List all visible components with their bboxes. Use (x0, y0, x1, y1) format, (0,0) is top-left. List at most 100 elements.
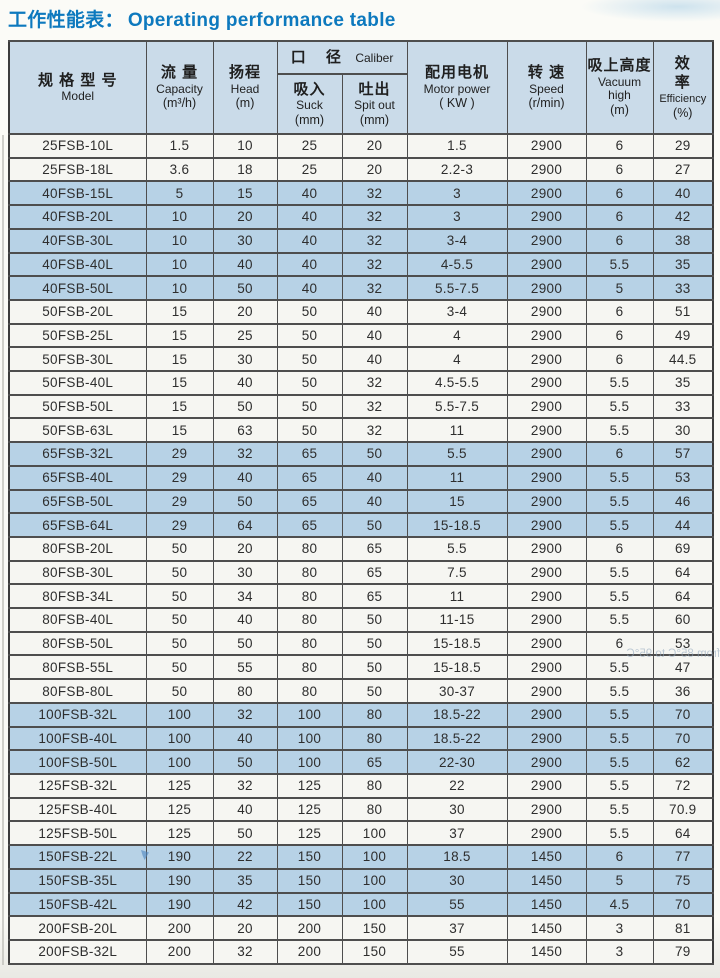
cell-value: 32 (341, 275, 408, 301)
cell-value: 35 (652, 251, 714, 278)
col-header-capacity-en: Capacity (156, 81, 203, 96)
cell-value: 5.5 (585, 417, 654, 444)
cell-value: 6 (585, 156, 654, 183)
cell-value: 100 (145, 701, 214, 728)
col-header-speed: 转 速 Speed (r/min) (506, 40, 587, 135)
cell-value: 29 (145, 441, 214, 467)
table-row: 40FSB-15L 5 15 40 32 3 2900 6 40 (8, 180, 714, 207)
table-row: 125FSB-40L 125 40 125 80 30 2900 5.5 70.9 (8, 796, 714, 823)
cell-value: 40 (276, 275, 343, 301)
cell-value: 2900 (506, 607, 587, 633)
performance-table: 规 格 型 号 Model 流 量 Capacity (m³/h) 扬程 Hea… (8, 40, 715, 966)
cell-value: 32 (212, 701, 278, 728)
cell-value: 50 (212, 749, 278, 775)
cell-value: 40 (212, 464, 278, 491)
cell-value: 25 (276, 156, 343, 183)
cell-value: 40 (341, 322, 408, 349)
cell-value: 100 (341, 820, 408, 847)
cell-value: 7.5 (406, 559, 508, 586)
cell-value: 5 (585, 867, 654, 894)
col-header-motor-unit: ( KW ) (439, 96, 475, 111)
cell-value: 2900 (506, 630, 587, 657)
cell-value: 2900 (506, 298, 587, 325)
cell-value: 15 (212, 180, 278, 207)
cell-value: 2900 (506, 820, 587, 847)
cell-value: 50 (145, 654, 214, 681)
cell-model: 50FSB-50L (8, 393, 147, 420)
cell-value: 15-18.5 (406, 630, 508, 657)
cell-value: 50 (341, 678, 408, 704)
page-title: 工作性能表： Operating performance table (8, 5, 396, 32)
cell-value: 150 (341, 915, 408, 941)
cell-value: 5.5 (585, 607, 654, 633)
cell-value: 30 (406, 867, 508, 894)
cell-value: 6 (585, 844, 654, 870)
cell-value: 80 (276, 607, 343, 633)
cell-value: 40 (276, 180, 343, 207)
cell-value: 79 (652, 938, 714, 966)
cell-value: 6 (585, 322, 654, 349)
cell-value: 5.5 (406, 441, 508, 467)
col-header-model-en: Model (61, 89, 95, 104)
table-row: 40FSB-50L 10 50 40 32 5.5-7.5 2900 5 33 (8, 275, 714, 301)
cell-value: 15 (145, 322, 214, 349)
cell-value: 65 (341, 749, 408, 775)
table-row: 80FSB-20L 50 20 80 65 5.5 2900 6 69 (8, 535, 714, 562)
cell-value: 30 (652, 417, 714, 444)
cell-value: 80 (276, 583, 343, 610)
cell-model: 50FSB-20L (8, 298, 147, 325)
table-body: 25FSB-10L 1.5 10 25 20 1.5 2900 6 29 25FSB-18L 3.6… (8, 133, 714, 966)
table-row: 150FSB-22L 190 22 150 100 18.5 1450 6 77 (8, 844, 714, 870)
cell-value: 50 (212, 630, 278, 657)
col-header-spit-zh: 吐出 (358, 80, 391, 98)
cell-value: 2900 (506, 346, 587, 373)
cell-value: 2900 (506, 796, 587, 823)
cell-value: 40 (276, 227, 343, 254)
cell-value: 64 (212, 512, 278, 538)
table-row: 80FSB-34L 50 34 80 65 11 2900 5.5 64 (8, 583, 714, 610)
cell-value: 1.5 (145, 133, 214, 159)
cell-value: 20 (341, 133, 408, 159)
cell-value: 200 (145, 938, 214, 966)
table-row: 80FSB-30L 50 30 80 65 7.5 2900 5.5 64 (8, 559, 714, 586)
cell-value: 30 (212, 227, 278, 254)
cell-value: 80 (276, 678, 343, 704)
cell-value: 2900 (506, 464, 587, 491)
cell-value: 18.5-22 (406, 701, 508, 728)
col-header-efficiency-en: Efficiency (659, 92, 707, 105)
cell-value: 40 (341, 346, 408, 373)
cell-value: 10 (145, 204, 214, 230)
cell-value: 57 (652, 441, 714, 467)
cell-value: 29 (145, 488, 214, 515)
cell-value: 32 (341, 204, 408, 230)
cell-value: 50 (276, 322, 343, 349)
cell-value: 80 (341, 725, 408, 752)
col-header-caliber-en: Caliber (355, 50, 394, 65)
cell-model: 40FSB-50L (8, 275, 147, 301)
cell-value: 25 (212, 322, 278, 349)
col-header-capacity-unit: (m³/h) (162, 96, 197, 111)
cell-value: 50 (145, 559, 214, 586)
col-header-spit-en: Spit out (354, 98, 395, 113)
table-header: 规 格 型 号 Model 流 量 Capacity (m³/h) 扬程 Hea… (8, 40, 714, 135)
cell-value: 6 (585, 630, 654, 657)
col-header-head-unit: (m) (235, 96, 255, 111)
table-row: 150FSB-42L 190 42 150 100 55 1450 4.5 70 (8, 891, 714, 918)
cell-value: 11 (406, 583, 508, 610)
cell-value: 35 (212, 867, 278, 894)
cell-value: 2900 (506, 535, 587, 562)
cell-value: 32 (212, 441, 278, 467)
cell-value: 2900 (506, 488, 587, 515)
cell-value: 6 (585, 227, 654, 254)
cell-value: 70 (652, 891, 714, 918)
cell-value: 49 (652, 322, 714, 349)
table-row: 50FSB-40L 15 40 50 32 4.5-5.5 2900 5.5 35 (8, 370, 714, 396)
cell-value: 11 (406, 464, 508, 491)
cell-value: 3-4 (406, 298, 508, 325)
cell-value: 200 (276, 915, 343, 941)
table-row: 50FSB-63L 15 63 50 32 11 2900 5.5 30 (8, 417, 714, 444)
cell-value: 18.5-22 (406, 725, 508, 752)
col-header-motor-power: 配用电机 Motor power ( KW ) (406, 40, 508, 135)
cell-value: 29 (652, 133, 714, 159)
cell-value: 22-30 (406, 749, 508, 775)
